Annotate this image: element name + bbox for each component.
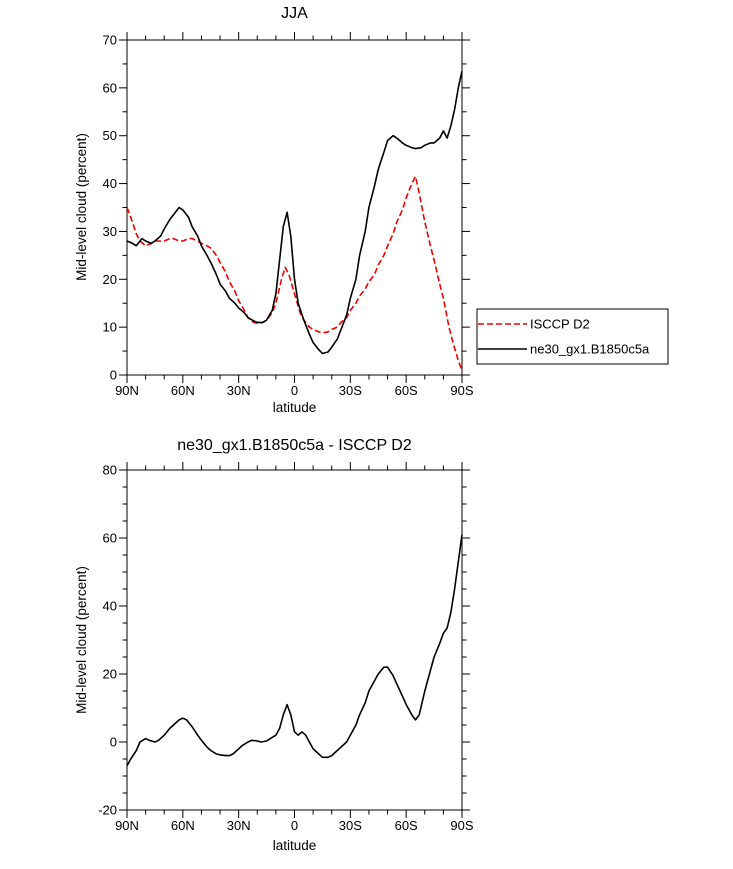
svg-text:-20: -20 (98, 803, 117, 818)
svg-text:60S: 60S (395, 818, 418, 833)
svg-text:60N: 60N (171, 818, 195, 833)
tick-labels: 90N 60N 30N 0 30S 60S 90S -20 0 20 40 60 80 (98, 463, 474, 834)
svg-text:90N: 90N (115, 818, 139, 833)
svg-text:40: 40 (103, 599, 117, 614)
bottom-chart-xlabel: latitude (272, 838, 317, 853)
svg-text:30N: 30N (227, 383, 251, 398)
series-line (126, 534, 463, 767)
axes (119, 32, 470, 383)
bottom-chart-title: ne30_gx1.B1850c5a - ISCCP D2 (177, 437, 412, 454)
svg-text:20: 20 (103, 667, 117, 682)
svg-text:60N: 60N (171, 383, 195, 398)
top-chart-xlabel: latitude (272, 400, 317, 415)
svg-text:40: 40 (103, 176, 117, 191)
svg-text:90S: 90S (450, 818, 473, 833)
series-line (126, 175, 463, 371)
svg-text:30S: 30S (339, 383, 362, 398)
svg-text:70: 70 (103, 33, 117, 48)
svg-text:0: 0 (110, 735, 117, 750)
legend-label: ISCCP D2 (530, 317, 590, 332)
svg-text:20: 20 (103, 272, 117, 287)
axes (119, 462, 470, 818)
svg-text:60S: 60S (395, 383, 418, 398)
top-chart-title: JJA (281, 5, 308, 22)
svg-text:10: 10 (103, 320, 117, 335)
svg-text:90S: 90S (450, 383, 473, 398)
legend: ISCCP D2 ne30_gx1.B1850c5a (476, 308, 669, 365)
svg-text:80: 80 (103, 463, 117, 478)
svg-text:0: 0 (291, 383, 298, 398)
svg-text:30: 30 (103, 224, 117, 239)
svg-text:0: 0 (291, 818, 298, 833)
svg-text:30S: 30S (339, 818, 362, 833)
svg-text:50: 50 (103, 128, 117, 143)
svg-text:60: 60 (103, 531, 117, 546)
legend-label: ne30_gx1.B1850c5a (530, 342, 650, 357)
svg-text:0: 0 (110, 368, 117, 383)
svg-text:30N: 30N (227, 818, 251, 833)
jja-line-chart: 90N 60N 30N 0 30S 60S 90S 0 10 20 30 40 50 60 70 ISCCP … (103, 32, 669, 399)
tick-labels: 90N 60N 30N 0 30S 60S 90S 0 10 20 30 40 50 60 70 (103, 33, 474, 399)
series-line (126, 70, 463, 355)
svg-text:90N: 90N (115, 383, 139, 398)
difference-line-chart: 90N 60N 30N 0 30S 60S 90S -20 0 20 40 60 80 (98, 462, 474, 834)
svg-text:60: 60 (103, 80, 117, 95)
